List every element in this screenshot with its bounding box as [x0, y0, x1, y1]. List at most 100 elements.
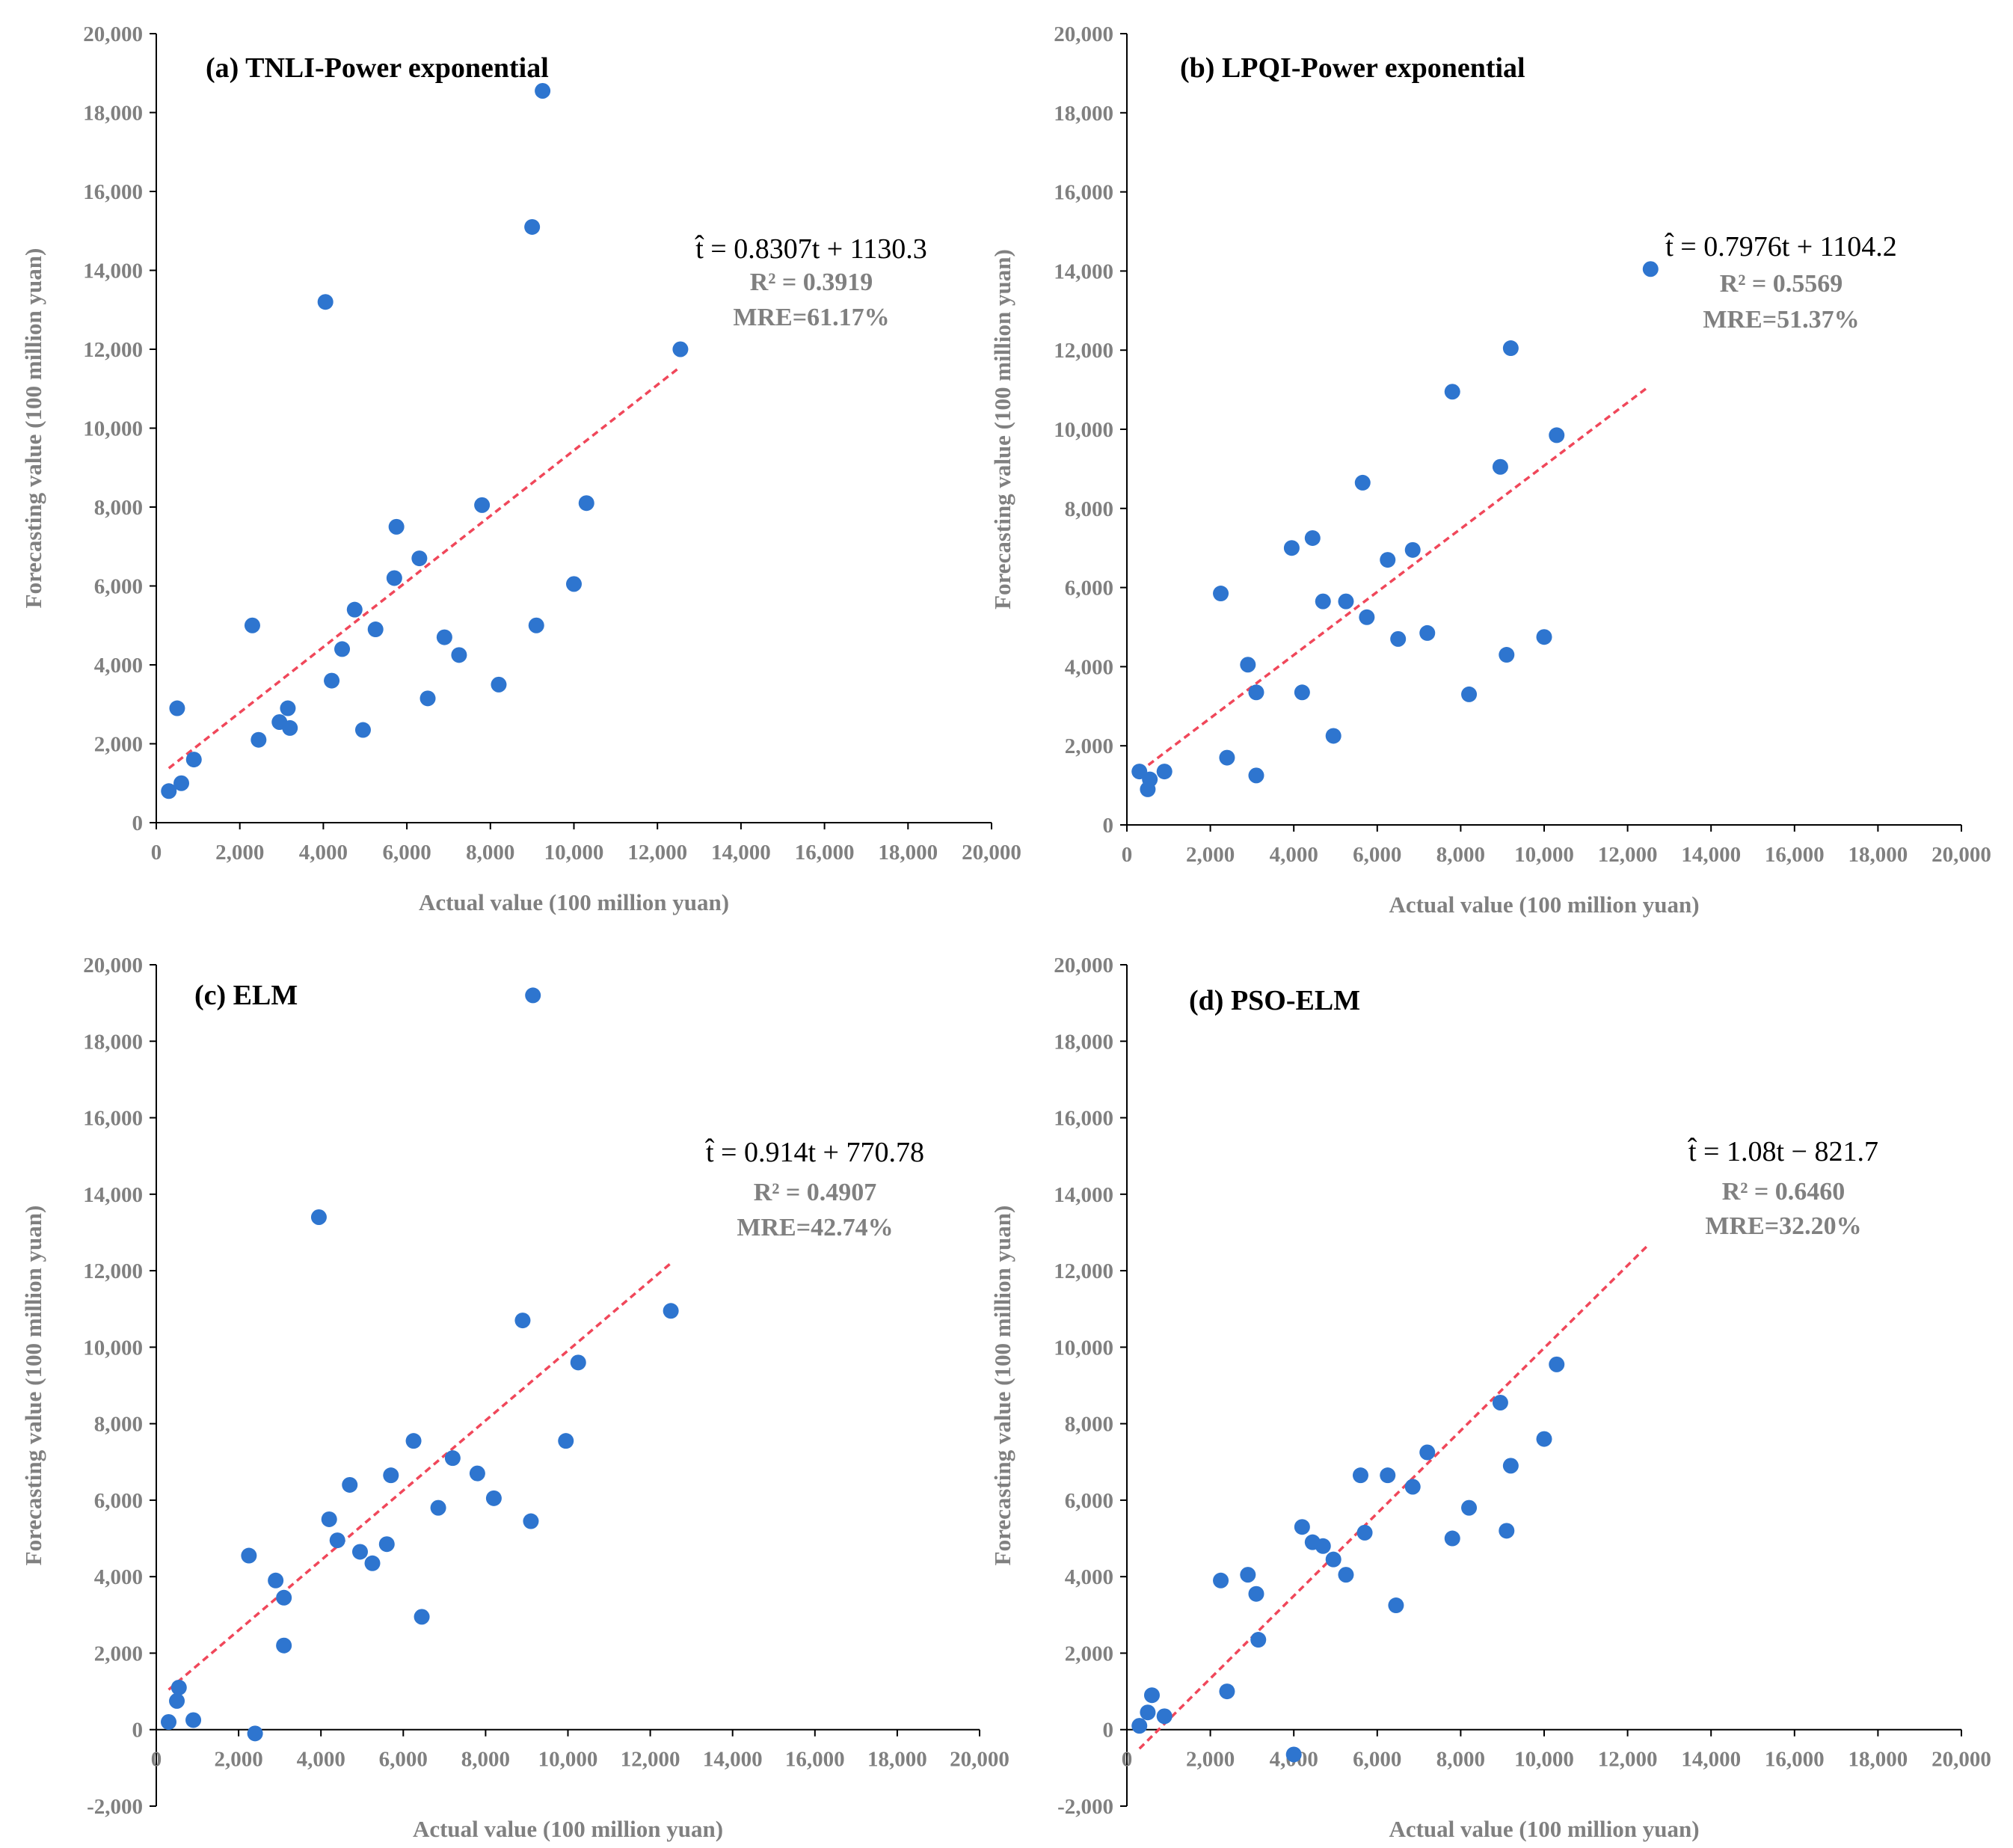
trend-line: [168, 367, 680, 770]
y-tick-label: 14,000: [1054, 1183, 1113, 1207]
x-tick-label: 20,000: [1931, 843, 1991, 867]
x-tick-label: 16,000: [1765, 1748, 1825, 1772]
x-tick-label: 18,000: [1848, 843, 1908, 867]
y-tick-label: 12,000: [1054, 1259, 1113, 1283]
y-tick-label: 10,000: [1054, 1336, 1113, 1360]
data-point: [1219, 1683, 1235, 1700]
y-tick-label: 4,000: [94, 1565, 143, 1589]
y-tick-label: 14,000: [83, 260, 143, 283]
x-tick-label: 4,000: [1270, 843, 1318, 867]
y-tick-label: 2,000: [94, 1642, 143, 1666]
data-point: [1240, 657, 1256, 673]
data-point: [1283, 540, 1300, 556]
data-point: [570, 1354, 586, 1371]
data-point: [169, 700, 185, 716]
y-tick-label: 2,000: [1065, 1642, 1113, 1666]
data-point: [1642, 261, 1659, 277]
data-point: [310, 1209, 327, 1225]
data-point: [1240, 1567, 1256, 1583]
data-point: [1352, 1467, 1368, 1484]
data-point: [1492, 458, 1508, 475]
data-point: [329, 1532, 345, 1549]
data-point: [1359, 609, 1375, 625]
data-point: [1380, 1467, 1396, 1484]
r-squared-label: R² = 0.3919: [750, 268, 873, 296]
data-point: [663, 1303, 679, 1319]
data-point: [351, 1544, 368, 1560]
y-tick-label: 0: [1103, 1719, 1114, 1743]
x-tick-label: 16,000: [785, 1748, 845, 1772]
x-tick-label: 8,000: [466, 841, 514, 865]
data-point: [524, 218, 541, 235]
data-point: [321, 1511, 337, 1527]
y-tick-label: -2,000: [87, 1795, 143, 1819]
y-tick-label: 14,000: [83, 1183, 143, 1207]
data-point: [1213, 1572, 1229, 1588]
x-tick-label: 20,000: [1931, 1748, 1991, 1772]
y-tick-label: 14,000: [1054, 260, 1113, 283]
r-squared-label: R² = 0.6460: [1722, 1178, 1845, 1206]
x-tick-label: 16,000: [1765, 843, 1825, 867]
data-point: [1536, 1431, 1552, 1447]
x-tick-label: 20,000: [950, 1748, 1009, 1772]
data-point: [1156, 764, 1173, 780]
data-point: [280, 700, 296, 716]
x-tick-label: 10,000: [1514, 843, 1574, 867]
data-point: [566, 576, 582, 592]
y-tick-label: 8,000: [1065, 1413, 1113, 1437]
data-point: [1315, 593, 1331, 610]
data-point: [364, 1555, 381, 1571]
data-point: [317, 294, 334, 310]
data-point: [1444, 384, 1460, 400]
data-point: [1404, 1479, 1421, 1495]
data-point: [1390, 630, 1407, 647]
y-tick-label: 16,000: [83, 180, 143, 204]
data-point: [528, 617, 544, 633]
data-point: [1444, 1530, 1460, 1547]
mre-label: MRE=61.17%: [733, 304, 889, 331]
data-point: [268, 1572, 284, 1588]
y-tick-label: 4,000: [1065, 1565, 1113, 1589]
data-point: [523, 1513, 539, 1529]
regression-equation: t̂ = 1.08t − 821.7: [1687, 1136, 1878, 1167]
x-tick-label: 14,000: [1681, 1748, 1741, 1772]
data-point: [1461, 1499, 1478, 1516]
data-point: [1499, 647, 1515, 663]
x-tick-label: 18,000: [878, 841, 938, 865]
y-tick-label: 20,000: [83, 22, 143, 46]
x-tick-label: 2,000: [214, 1748, 262, 1772]
data-point: [161, 1714, 177, 1730]
data-point: [1213, 586, 1229, 602]
x-tick-label: 6,000: [1353, 843, 1401, 867]
y-tick-label: 18,000: [83, 1030, 143, 1054]
y-tick-label: 16,000: [1054, 181, 1113, 205]
y-tick-label: 6,000: [1065, 577, 1113, 601]
y-tick-label: 4,000: [1065, 655, 1113, 679]
x-tick-label: 6,000: [379, 1748, 428, 1772]
x-tick-label: 16,000: [795, 841, 855, 865]
y-tick-label: 6,000: [94, 575, 143, 599]
data-point: [451, 647, 467, 663]
x-tick-label: 0: [151, 841, 162, 865]
r-squared-label: R² = 0.4907: [754, 1179, 877, 1206]
x-tick-label: 14,000: [703, 1748, 763, 1772]
data-point: [1354, 474, 1371, 491]
data-point: [1142, 771, 1158, 788]
data-point: [1285, 1746, 1302, 1763]
y-tick-label: 12,000: [83, 338, 143, 362]
data-point: [1461, 686, 1478, 702]
x-tick-label: 6,000: [382, 841, 431, 865]
y-tick-label: 20,000: [83, 954, 143, 977]
y-axis-label: Forecasting value (100 million yuan): [20, 1206, 46, 1566]
x-axis-label: Actual value (100 million yuan): [1389, 1816, 1699, 1842]
data-point: [430, 1499, 446, 1516]
panel-title: (c) ELM: [194, 980, 298, 1011]
y-tick-label: 8,000: [94, 496, 143, 520]
data-point: [276, 1637, 292, 1654]
x-tick-label: 18,000: [1848, 1748, 1908, 1772]
data-point: [1294, 1519, 1310, 1535]
panel-title: (d) PSO-ELM: [1189, 985, 1360, 1016]
trend-line: [1138, 1244, 1650, 1750]
x-tick-label: 10,000: [1514, 1748, 1574, 1772]
panel-title: (b) LPQI-Power exponential: [1180, 52, 1525, 84]
